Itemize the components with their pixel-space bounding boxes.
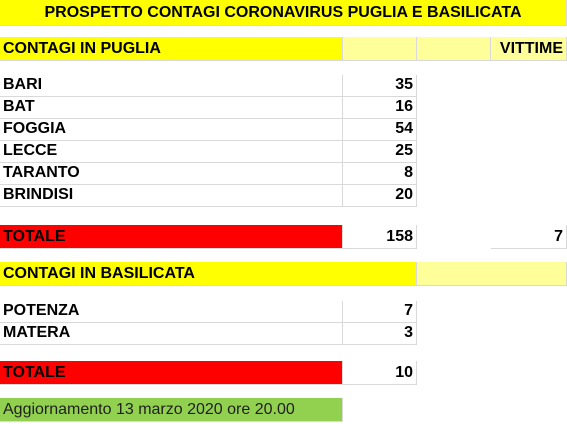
province-value-brindisi[interactable]: 20 xyxy=(343,185,417,207)
province-name-bari[interactable]: BARI xyxy=(0,75,343,97)
province-name-potenza[interactable]: POTENZA xyxy=(0,301,343,323)
province-value-matera[interactable]: 3 xyxy=(343,323,417,345)
puglia-header-fill-1[interactable] xyxy=(343,37,417,61)
vittime-header[interactable]: VITTIME xyxy=(491,37,567,61)
vittime-value[interactable]: 7 xyxy=(491,225,567,249)
province-value-taranto[interactable]: 8 xyxy=(343,163,417,185)
province-value-bat[interactable]: 16 xyxy=(343,97,417,119)
province-value-bari[interactable]: 35 xyxy=(343,75,417,97)
province-name-matera[interactable]: MATERA xyxy=(0,323,343,345)
basilicata-header[interactable]: CONTAGI IN BASILICATA xyxy=(0,262,417,286)
sheet-title[interactable]: PROSPETTO CONTAGI CORONAVIRUS PUGLIA E B… xyxy=(0,0,567,26)
province-name-lecce[interactable]: LECCE xyxy=(0,141,343,163)
puglia-total-value[interactable]: 158 xyxy=(343,225,417,249)
puglia-header-fill-2[interactable] xyxy=(417,37,491,61)
province-value-lecce[interactable]: 25 xyxy=(343,141,417,163)
basilicata-total-label[interactable]: TOTALE xyxy=(0,361,343,385)
province-name-foggia[interactable]: FOGGIA xyxy=(0,119,343,141)
basilicata-total-value[interactable]: 10 xyxy=(343,361,417,385)
province-name-taranto[interactable]: TARANTO xyxy=(0,163,343,185)
puglia-header[interactable]: CONTAGI IN PUGLIA xyxy=(0,37,343,61)
province-value-foggia[interactable]: 54 xyxy=(343,119,417,141)
province-name-brindisi[interactable]: BRINDISI xyxy=(0,185,343,207)
province-name-bat[interactable]: BAT xyxy=(0,97,343,119)
puglia-total-label[interactable]: TOTALE xyxy=(0,225,343,249)
update-note[interactable]: Aggiornamento 13 marzo 2020 ore 20.00 xyxy=(0,398,343,422)
basilicata-header-fill[interactable] xyxy=(417,262,567,286)
province-value-potenza[interactable]: 7 xyxy=(343,301,417,323)
